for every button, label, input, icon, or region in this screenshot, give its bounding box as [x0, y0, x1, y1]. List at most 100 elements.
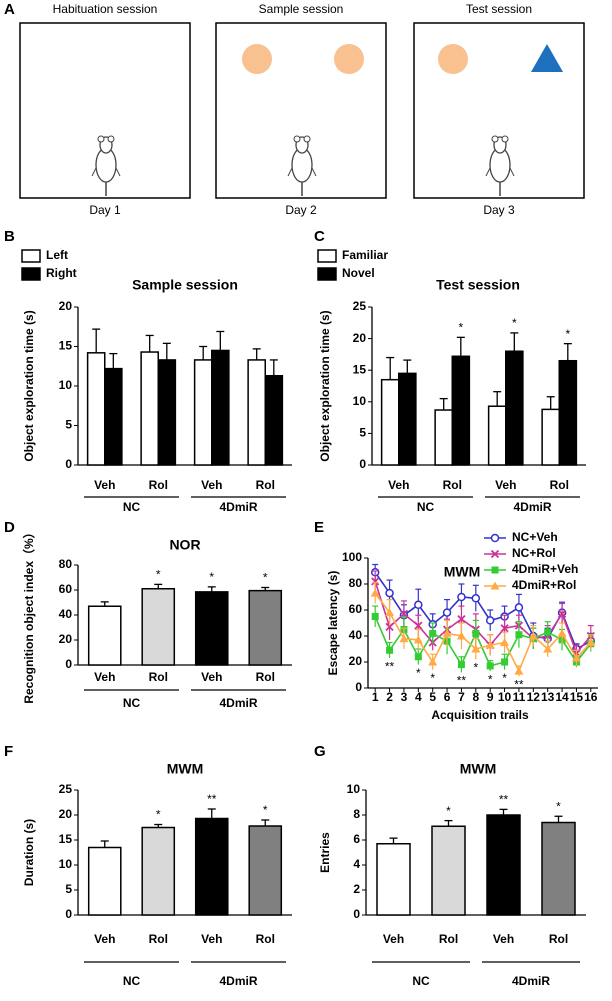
object-circle: [242, 44, 272, 74]
significance: *: [209, 570, 214, 584]
marker: [471, 594, 481, 603]
y-tick-label: 5: [65, 418, 72, 432]
x-tick-label: 3: [401, 690, 408, 704]
significance: *: [565, 327, 570, 341]
y-tick-label: 4: [353, 857, 360, 871]
marker: [370, 588, 380, 597]
significance: *: [446, 804, 451, 818]
y-tick-label: 80: [349, 576, 363, 590]
significance: *: [156, 568, 161, 582]
marker: [557, 609, 567, 619]
y-axis-label: Recognition object index（%）: [21, 526, 36, 703]
chart-title: MWM: [460, 761, 497, 777]
significance: *: [488, 672, 493, 686]
legend-swatch: [21, 267, 41, 281]
y-tick-label: 25: [353, 299, 367, 313]
bar: [486, 814, 521, 916]
bar: [264, 374, 284, 466]
y-tick-label: 60: [59, 582, 73, 596]
x-tick-label: 10: [498, 690, 512, 704]
marker: [490, 581, 500, 590]
y-tick-label: 100: [342, 550, 362, 564]
significance: *: [156, 808, 161, 822]
bar: [87, 605, 122, 666]
x-tick-label: 8: [472, 690, 479, 704]
y-tick-label: 40: [59, 607, 73, 621]
significance: *: [502, 671, 507, 685]
marker: [543, 644, 553, 653]
chart-title: NOR: [169, 537, 200, 553]
significance: **: [514, 677, 524, 691]
group-label: NC: [123, 974, 141, 988]
object-triangle: [531, 44, 563, 72]
day-label: Day 2: [285, 203, 317, 217]
marker: [500, 624, 509, 633]
bar: [193, 359, 213, 466]
significance: *: [512, 316, 517, 330]
bar: [376, 843, 411, 916]
marker: [528, 631, 538, 640]
y-tick-label: 0: [65, 907, 72, 921]
x-tick-label: Rol: [256, 478, 275, 492]
x-tick-label: Veh: [388, 478, 409, 492]
y-tick-label: 15: [59, 832, 73, 846]
marker: [485, 640, 495, 649]
bar: [434, 409, 454, 466]
y-tick-label: 40: [349, 628, 363, 642]
marker: [514, 603, 524, 612]
group-label: NC: [412, 974, 430, 988]
x-tick-label: Veh: [383, 932, 404, 946]
day-label: Day 3: [483, 203, 515, 217]
x-tick-label: 5: [429, 690, 436, 704]
legend-label: NC+Veh: [512, 530, 558, 544]
series-line: [374, 581, 592, 655]
legend-swatch: [317, 267, 337, 281]
marker: [486, 662, 494, 670]
group-label: 4DmiR: [219, 696, 257, 710]
bar: [451, 355, 471, 466]
x-tick-label: Rol: [256, 670, 275, 684]
x-tick-label: 4: [415, 690, 422, 704]
day-label: Day 1: [89, 203, 121, 217]
x-tick-label: 14: [555, 690, 569, 704]
bar: [380, 378, 400, 466]
x-tick-label: Rol: [443, 478, 462, 492]
marker: [491, 566, 499, 574]
significance: *: [263, 803, 268, 817]
y-tick-label: 10: [59, 378, 73, 392]
y-tick-label: 0: [359, 457, 366, 471]
marker: [414, 600, 423, 610]
legend-label: Novel: [342, 266, 375, 280]
marker: [414, 621, 423, 630]
bar: [141, 588, 176, 666]
x-tick-label: 2: [386, 690, 393, 704]
significance: *: [263, 571, 268, 585]
marker: [414, 653, 422, 661]
marker: [413, 635, 423, 644]
panel-letter: G: [314, 743, 326, 760]
y-tick-label: 0: [65, 657, 72, 671]
marker: [371, 613, 379, 620]
x-tick-label: Rol: [439, 932, 458, 946]
group-label: 4DmiR: [219, 974, 257, 988]
marker: [385, 622, 394, 632]
significance: **: [457, 674, 467, 688]
marker: [472, 629, 480, 637]
group-label: NC: [123, 696, 141, 710]
legend-swatch: [21, 249, 41, 263]
legend-label: Left: [46, 248, 68, 262]
y-tick-label: 15: [353, 362, 367, 376]
marker: [514, 666, 524, 675]
x-tick-label: Veh: [94, 478, 115, 492]
x-tick-label: 6: [444, 690, 451, 704]
marker: [586, 638, 596, 646]
bar: [140, 351, 160, 466]
x-tick-label: Veh: [94, 932, 115, 946]
x-tick-label: 16: [584, 690, 598, 704]
marker: [501, 658, 509, 666]
panel-letter: C: [314, 228, 325, 245]
y-axis-label: Escape latency (s): [326, 571, 340, 676]
marker: [385, 588, 394, 598]
